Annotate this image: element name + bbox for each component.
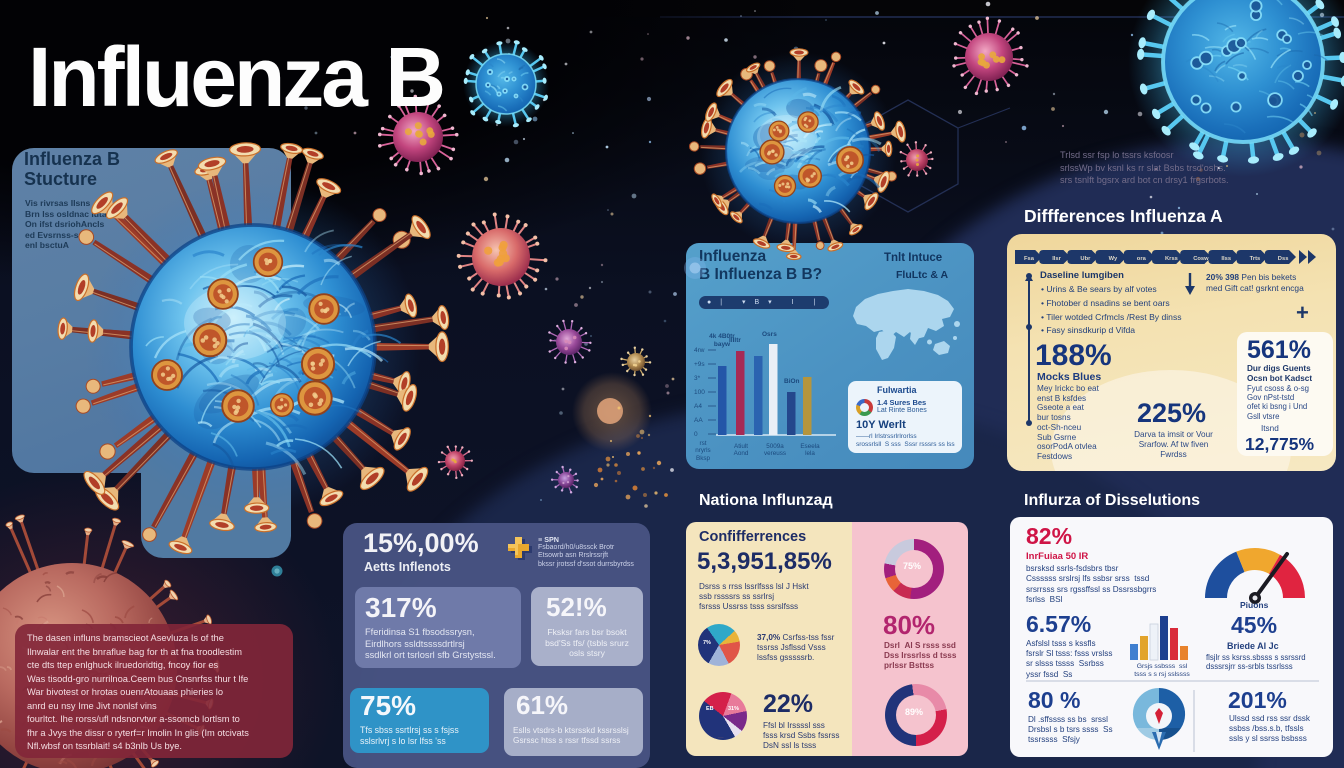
svg-text:Dss: Dss (1278, 256, 1289, 262)
svg-text:3*: 3* (694, 375, 701, 382)
svg-text:AA: AA (694, 417, 703, 424)
svg-text:Krss: Krss (1165, 256, 1178, 262)
svg-text:4rw: 4rw (694, 347, 705, 354)
svg-text:ora: ora (1137, 256, 1147, 262)
svg-text:IIss: IIss (1221, 256, 1231, 262)
svg-text:0: 0 (694, 431, 698, 438)
svg-text:Wy: Wy (1109, 256, 1118, 262)
svg-text:Trts: Trts (1250, 256, 1261, 262)
svg-text:100: 100 (694, 389, 705, 396)
svg-text:Cosw: Cosw (1193, 256, 1209, 262)
svg-text:A4: A4 (694, 403, 702, 410)
svg-text:Fsa: Fsa (1024, 256, 1035, 262)
svg-text:Ubr: Ubr (1080, 256, 1091, 262)
svg-text:Ilsr: Ilsr (1052, 256, 1061, 262)
svg-text:+9s: +9s (694, 361, 705, 368)
